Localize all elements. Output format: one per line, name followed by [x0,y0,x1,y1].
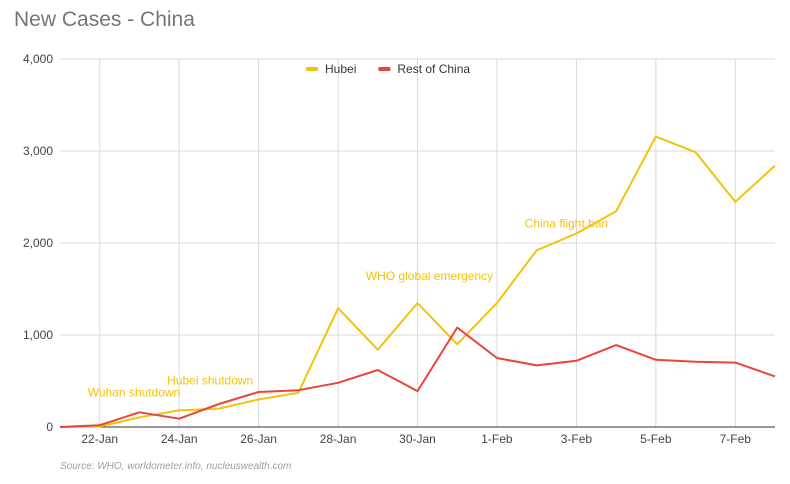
x-tick-label: 30-Jan [399,432,436,446]
x-tick-label: 24-Jan [161,432,198,446]
legend-swatch-hubei [306,67,318,71]
y-tick-label: 1,000 [23,328,53,342]
y-tick-label: 4,000 [23,52,53,66]
x-tick-label: 26-Jan [240,432,277,446]
x-tick-label: 28-Jan [320,432,357,446]
source-note: Source: WHO, worldometer.info, nucleuswe… [60,461,292,472]
legend-swatch-rest-of-china [378,67,391,71]
series-layer [59,135,776,428]
y-tick-label: 0 [46,420,53,434]
y-tick-label: 3,000 [23,144,53,158]
y-tick-label: 2,000 [23,236,53,250]
axes: 0 1,000 2,000 3,000 4,000 22-Jan 24-Jan 26-Jan 2… [23,52,775,446]
legend: Hubei Rest of China [306,62,470,76]
annotation-label: Hubei shutdown [167,374,253,388]
annotation-label: Wuhan shutdown [88,386,181,400]
annotation-label: WHO global emergency [366,269,493,283]
x-tick-label: 5-Feb [640,432,672,446]
chart-title: New Cases - China [14,8,195,31]
x-tick-label: 3-Feb [561,432,593,446]
x-tick-label: 7-Feb [720,432,752,446]
series-line-rest-of-china [59,326,776,428]
x-tick-label: 22-Jan [81,432,118,446]
legend-label-hubei: Hubei [325,62,356,76]
series-line-hubei [59,135,776,428]
legend-label-rest-of-china: Rest of China [397,62,470,76]
grid [60,58,775,427]
x-tick-label: 1-Feb [481,432,513,446]
annotation-label: China flight ban [525,216,608,230]
